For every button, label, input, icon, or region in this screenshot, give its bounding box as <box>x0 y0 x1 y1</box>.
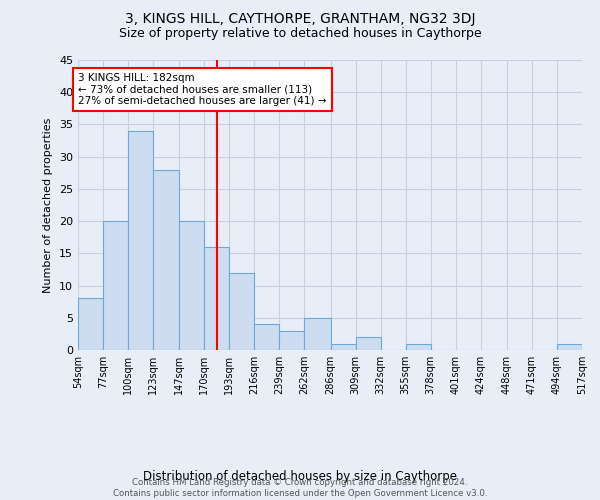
Bar <box>557 344 582 350</box>
Text: 3 KINGS HILL: 182sqm
← 73% of detached houses are smaller (113)
27% of semi-deta: 3 KINGS HILL: 182sqm ← 73% of detached h… <box>78 73 326 106</box>
Bar <box>280 330 304 350</box>
Bar <box>254 324 280 350</box>
Text: Distribution of detached houses by size in Caythorpe: Distribution of detached houses by size … <box>143 470 457 483</box>
Bar <box>406 344 431 350</box>
Bar <box>103 221 128 350</box>
Bar <box>128 131 153 350</box>
Bar <box>331 344 356 350</box>
Bar <box>229 272 254 350</box>
Bar <box>78 298 103 350</box>
Y-axis label: Number of detached properties: Number of detached properties <box>43 118 53 292</box>
Text: 3, KINGS HILL, CAYTHORPE, GRANTHAM, NG32 3DJ: 3, KINGS HILL, CAYTHORPE, GRANTHAM, NG32… <box>125 12 475 26</box>
Bar <box>304 318 331 350</box>
Bar <box>204 247 229 350</box>
Text: Size of property relative to detached houses in Caythorpe: Size of property relative to detached ho… <box>119 28 481 40</box>
Bar <box>179 221 204 350</box>
Text: Contains HM Land Registry data © Crown copyright and database right 2024.
Contai: Contains HM Land Registry data © Crown c… <box>113 478 487 498</box>
Bar <box>356 337 380 350</box>
Bar <box>153 170 179 350</box>
